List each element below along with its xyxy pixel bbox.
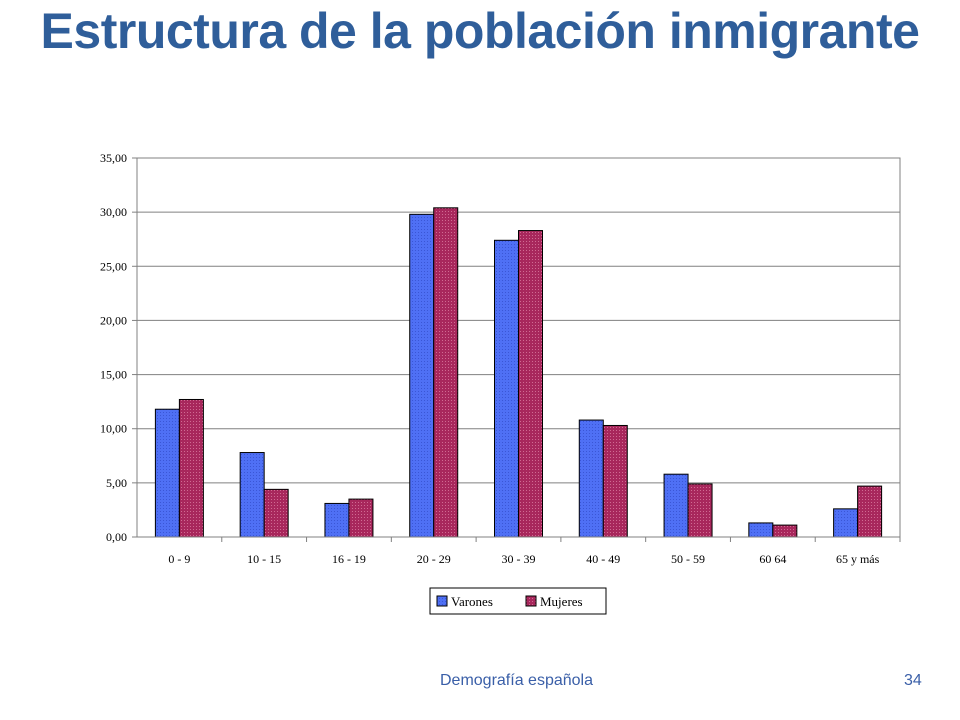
bar-varones-1	[239, 452, 265, 538]
bar-mujeres-8	[857, 485, 883, 538]
bar-varones-2	[324, 502, 350, 538]
y-tick-labels: 0,00 5,00 10,00 15,00 20,00 25,00 30,00 35,00	[100, 151, 137, 544]
legend-label-mujeres: Mujeres	[540, 594, 583, 609]
y-tick-label: 10,00	[100, 422, 127, 436]
bar-mujeres-7	[772, 524, 798, 538]
x-tick-label: 10 - 15	[247, 552, 281, 566]
bar-mujeres-1	[263, 488, 289, 538]
legend-swatch-mujeres	[525, 595, 537, 607]
bar-varones-4	[494, 239, 519, 538]
x-tick-label: 65 y más	[836, 552, 880, 566]
bar-mujeres-0	[178, 398, 204, 538]
x-tick-labels: 0 - 9 10 - 15 16 - 19 20 - 29 30 - 39 40 - 49…	[168, 537, 901, 566]
page-number: 34	[904, 672, 922, 689]
bar-varones-8	[833, 508, 859, 538]
x-tick-label: 60 64	[759, 552, 786, 566]
y-tick-label: 5,00	[106, 476, 127, 490]
bar-mujeres-5	[602, 424, 628, 538]
y-tick-label: 35,00	[100, 151, 127, 165]
bar-varones-3	[409, 213, 435, 538]
y-tick-label: 25,00	[100, 259, 127, 273]
y-tick-label: 15,00	[100, 368, 127, 382]
bars	[154, 207, 883, 538]
x-tick-label: 50 - 59	[671, 552, 705, 566]
y-tick-label: 20,00	[100, 313, 127, 327]
legend-swatch-varones	[436, 595, 448, 607]
x-tick-label: 0 - 9	[168, 552, 190, 566]
bar-mujeres-6	[687, 483, 713, 538]
x-tick-label: 20 - 29	[417, 552, 451, 566]
bar-mujeres-4	[518, 230, 543, 538]
y-tick-label: 0,00	[106, 530, 127, 544]
slide-title: Estructura de la población inmigrante	[40, 3, 920, 59]
bar-mujeres-3	[433, 207, 459, 538]
bar-mujeres-2	[348, 498, 374, 538]
legend-box	[429, 587, 607, 615]
bar-varones-7	[748, 522, 774, 538]
bar-varones-5	[578, 419, 604, 538]
bar-varones-0	[154, 408, 180, 538]
footer-text: Demografía española	[440, 672, 593, 689]
legend: Varones Mujeres	[429, 587, 607, 615]
bar-varones-6	[663, 473, 689, 538]
legend-label-varones: Varones	[451, 594, 493, 609]
x-tick-label: 16 - 19	[332, 552, 366, 566]
y-tick-label: 30,00	[100, 205, 127, 219]
plot-area-border	[136, 157, 901, 538]
x-tick-label: 40 - 49	[586, 552, 620, 566]
x-tick-label: 30 - 39	[502, 552, 536, 566]
